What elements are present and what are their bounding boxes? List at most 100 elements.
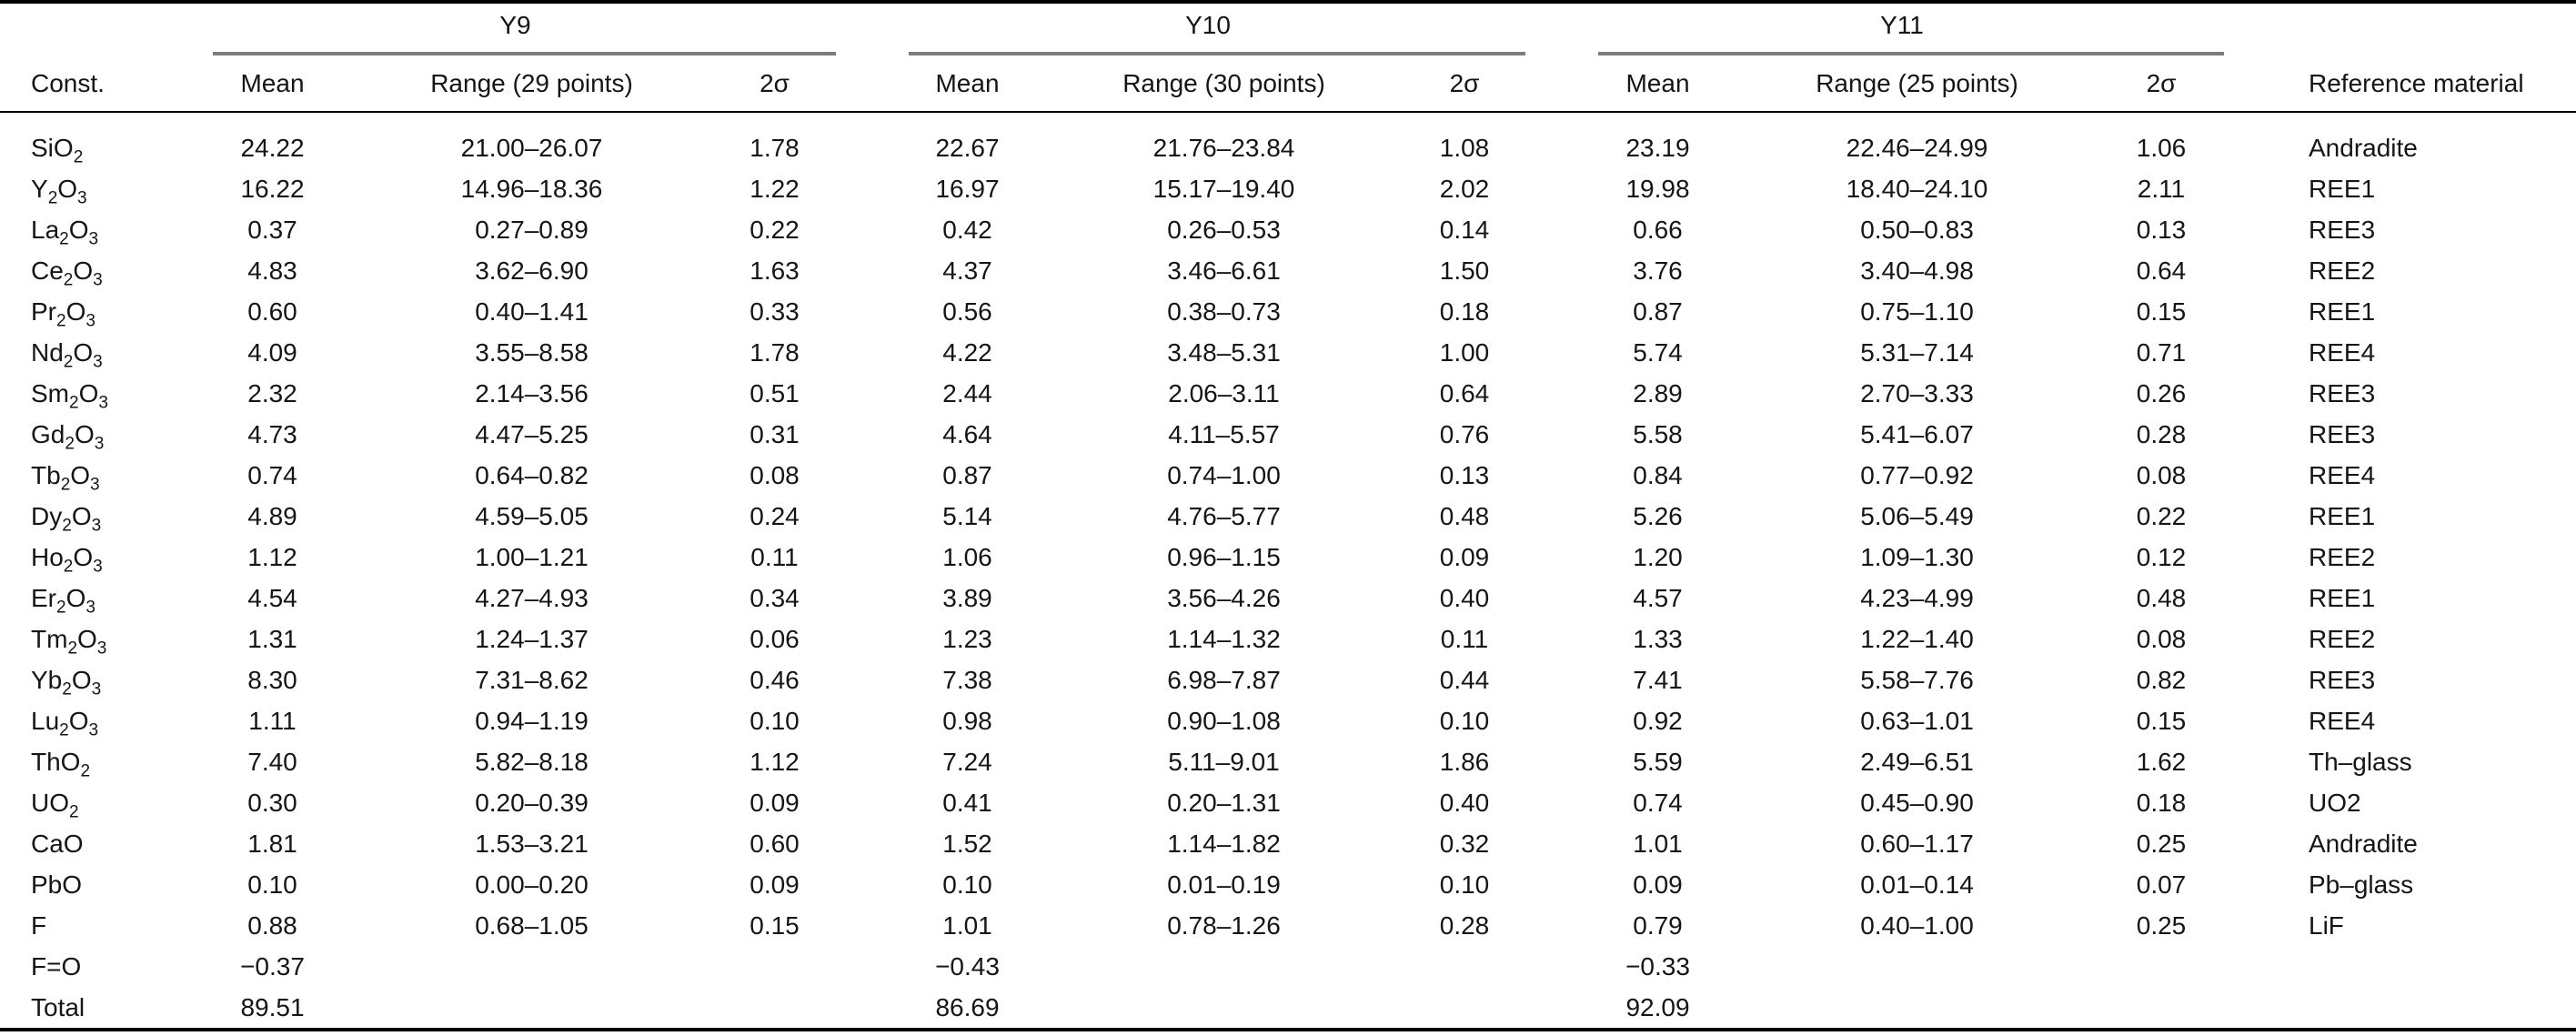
sigma-cell: 0.33 [750, 297, 800, 326]
reference-cell [2251, 946, 2576, 987]
range-cell [377, 987, 686, 1030]
sigma-cell: 0.31 [750, 419, 800, 448]
range-cell: 6.98–7.87 [1167, 665, 1281, 694]
mean-cell: 0.92 [1633, 706, 1683, 735]
mean-cell: 1.33 [1633, 624, 1683, 653]
sigma-cell [1376, 987, 1553, 1030]
const-cell: Pr2O3 [31, 297, 96, 331]
range-cell: 4.27–4.93 [475, 583, 589, 612]
mean-cell: 1.23 [942, 624, 992, 653]
group-header-y9: Y9 [167, 2, 863, 55]
const-cell: F [31, 910, 47, 940]
sigma-cell: 0.12 [2136, 542, 2187, 571]
range-cell: 22.46–24.99 [1846, 133, 1988, 162]
mean-cell: 1.31 [247, 624, 297, 653]
reference-cell: UO2 [2309, 788, 2361, 817]
mean-cell: 0.74 [247, 460, 297, 489]
mean-cell: 0.30 [247, 788, 297, 817]
mean-cell: 1.01 [1633, 829, 1683, 858]
reference-cell: REE4 [2309, 706, 2376, 735]
column-header-y11-range: Range (25 points) [1763, 55, 2071, 113]
range-cell: 5.58–7.76 [1860, 665, 1974, 694]
mean-cell: 2.44 [942, 378, 992, 407]
group-label-y10: Y10 [1185, 11, 1231, 39]
range-cell: 7.31–8.62 [475, 665, 589, 694]
const-cell: Y2O3 [31, 174, 87, 208]
reference-cell: REE2 [2309, 542, 2376, 571]
mean-cell: 8.30 [247, 665, 297, 694]
mean-cell: 0.60 [247, 297, 297, 326]
sigma-cell [686, 946, 863, 987]
column-header-y10-sigma: 2σ [1376, 55, 1553, 113]
const-cell: Ce2O3 [31, 256, 103, 290]
mean-cell: 4.83 [247, 256, 297, 285]
table-row: Yb2O3 8.30 7.31–8.62 0.46 7.38 6.98–7.87 0.44 7… [0, 659, 2576, 700]
range-cell: 2.70–3.33 [1860, 378, 1974, 407]
range-cell: 0.96–1.15 [1167, 542, 1281, 571]
sigma-cell: 0.64 [1439, 378, 1490, 407]
const-cell: UO2 [31, 788, 79, 822]
reference-cell: REE4 [2309, 460, 2376, 489]
const-cell: Tb2O3 [31, 460, 100, 495]
mean-cell: 0.98 [942, 706, 992, 735]
table-row: Gd2O3 4.73 4.47–5.25 0.31 4.64 4.11–5.57 0.76 5… [0, 414, 2576, 455]
range-cell [1072, 987, 1376, 1030]
range-cell: 4.23–4.99 [1860, 583, 1974, 612]
table-row: Ce2O3 4.83 3.62–6.90 1.63 4.37 3.46–6.61 1.50 3… [0, 250, 2576, 291]
reference-cell: REE1 [2309, 297, 2376, 326]
mean-cell: 0.10 [942, 870, 992, 899]
table-row: Tb2O3 0.74 0.64–0.82 0.08 0.87 0.74–1.00 0.13 0… [0, 455, 2576, 496]
column-header-y10-mean: Mean [863, 55, 1072, 113]
range-cell: 3.55–8.58 [475, 337, 589, 367]
sigma-cell: 0.26 [2136, 378, 2187, 407]
const-cell: SiO2 [31, 133, 84, 167]
group-underline-y9 [213, 52, 836, 55]
mean-cell: 7.24 [942, 747, 992, 776]
reference-cell: REE2 [2309, 256, 2376, 285]
sigma-cell: 1.06 [2136, 133, 2187, 162]
sigma-cell [2071, 987, 2251, 1030]
sigma-cell: 1.08 [1439, 133, 1490, 162]
group-underline-y11 [1598, 52, 2224, 55]
range-cell [1072, 946, 1376, 987]
sigma-cell: 0.34 [750, 583, 800, 612]
range-cell: 0.40–1.41 [475, 297, 589, 326]
range-cell: 1.14–1.82 [1167, 829, 1281, 858]
range-cell: 0.94–1.19 [475, 706, 589, 735]
sigma-cell: 0.82 [2136, 665, 2187, 694]
sigma-cell: 0.25 [2136, 829, 2187, 858]
table-row: SiO2 24.22 21.00–26.07 1.78 22.67 21.76–23.84… [0, 112, 2576, 168]
sigma-cell: 0.22 [750, 215, 800, 244]
range-cell: 0.63–1.01 [1860, 706, 1974, 735]
mean-cell: 0.74 [1633, 788, 1683, 817]
range-cell: 2.49–6.51 [1860, 747, 1974, 776]
sigma-cell [1376, 946, 1553, 987]
range-cell: 3.56–4.26 [1167, 583, 1281, 612]
column-header-y9-range: Range (29 points) [377, 55, 686, 113]
reference-cell: REE1 [2309, 501, 2376, 530]
range-cell: 0.77–0.92 [1860, 460, 1974, 489]
mean-cell: 24.22 [240, 133, 305, 162]
mean-cell: 1.81 [247, 829, 297, 858]
range-cell: 5.11–9.01 [1168, 747, 1280, 776]
mean-cell: 5.74 [1633, 337, 1683, 367]
sigma-cell: 0.10 [750, 706, 800, 735]
range-cell: 4.47–5.25 [475, 419, 589, 448]
column-header-row: Const. Mean Range (29 points) 2σ Mean Ra… [0, 55, 2576, 113]
sigma-cell: 0.08 [2136, 624, 2187, 653]
const-cell: Sm2O3 [31, 378, 108, 413]
sigma-cell: 0.48 [1439, 501, 1490, 530]
range-cell: 0.74–1.00 [1167, 460, 1281, 489]
table-row: UO2 0.30 0.20–0.39 0.09 0.41 0.20–1.31 0.40 0.7… [0, 782, 2576, 823]
sigma-cell: 0.48 [2136, 583, 2187, 612]
group-header-row: Y9 Y10 Y11 [0, 2, 2576, 55]
sigma-cell: 0.25 [2136, 910, 2187, 940]
range-cell: 0.68–1.05 [475, 910, 589, 940]
range-cell: 0.20–0.39 [475, 788, 589, 817]
mean-cell: 4.64 [942, 419, 992, 448]
sigma-cell: 0.15 [750, 910, 800, 940]
range-cell: 1.24–1.37 [475, 624, 589, 653]
const-cell: PbO [31, 870, 83, 899]
range-cell: 5.06–5.49 [1860, 501, 1974, 530]
sigma-cell: 0.08 [2136, 460, 2187, 489]
